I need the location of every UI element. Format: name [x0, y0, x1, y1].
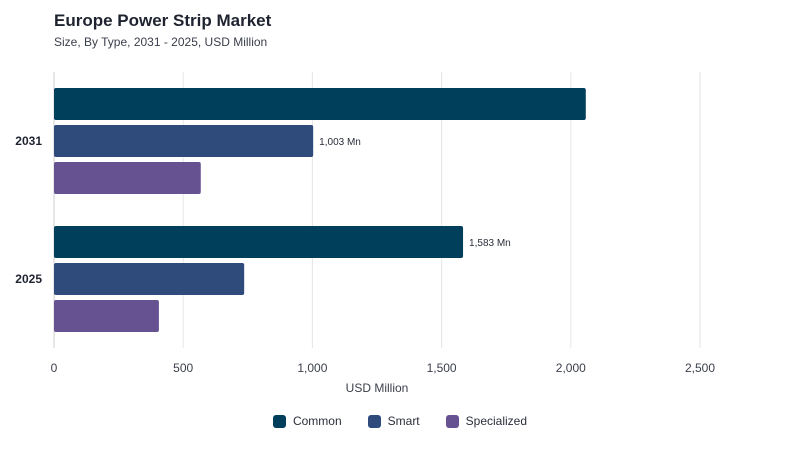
bar-smart-2031 — [54, 125, 314, 157]
chart-legend: Common Smart Specialized — [0, 414, 800, 428]
category-label: 2031 — [15, 134, 42, 148]
bar-common-2031 — [54, 88, 586, 120]
legend-item-common: Common — [272, 414, 342, 428]
legend-swatch — [445, 414, 459, 428]
x-tick-label: 1,000 — [297, 361, 327, 375]
x-tick-label: 2,500 — [685, 361, 715, 375]
chart-title: Europe Power Strip Market — [54, 11, 272, 30]
data-label: 1,003 Mn — [319, 137, 361, 148]
legend-label: Smart — [387, 414, 420, 428]
legend-label: Specialized — [465, 414, 528, 428]
x-tick-label: 1,500 — [427, 361, 457, 375]
bar-specialized-2031 — [54, 162, 201, 194]
legend-item-smart: Smart — [367, 414, 420, 428]
x-tick-label: 500 — [173, 361, 193, 375]
legend-swatch — [367, 414, 381, 428]
legend-swatch — [272, 414, 286, 428]
data-label: 1,583 Mn — [469, 238, 511, 249]
x-axis-label: USD Million — [346, 381, 409, 395]
bar-specialized-2025 — [54, 300, 159, 332]
bar-smart-2025 — [54, 263, 245, 295]
bar-common-2025 — [54, 226, 464, 258]
x-tick-label: 0 — [51, 361, 58, 375]
chart-subtitle: Size, By Type, 2031 - 2025, USD Million — [54, 35, 268, 49]
legend-item-specialized: Specialized — [445, 414, 528, 428]
category-label: 2025 — [15, 272, 42, 286]
bar-chart: 0 500 1,000 1,500 2,000 2,500 USD Million 2031 1… — [15, 72, 715, 395]
legend-label: Common — [292, 414, 342, 428]
x-tick-label: 2,000 — [556, 361, 586, 375]
